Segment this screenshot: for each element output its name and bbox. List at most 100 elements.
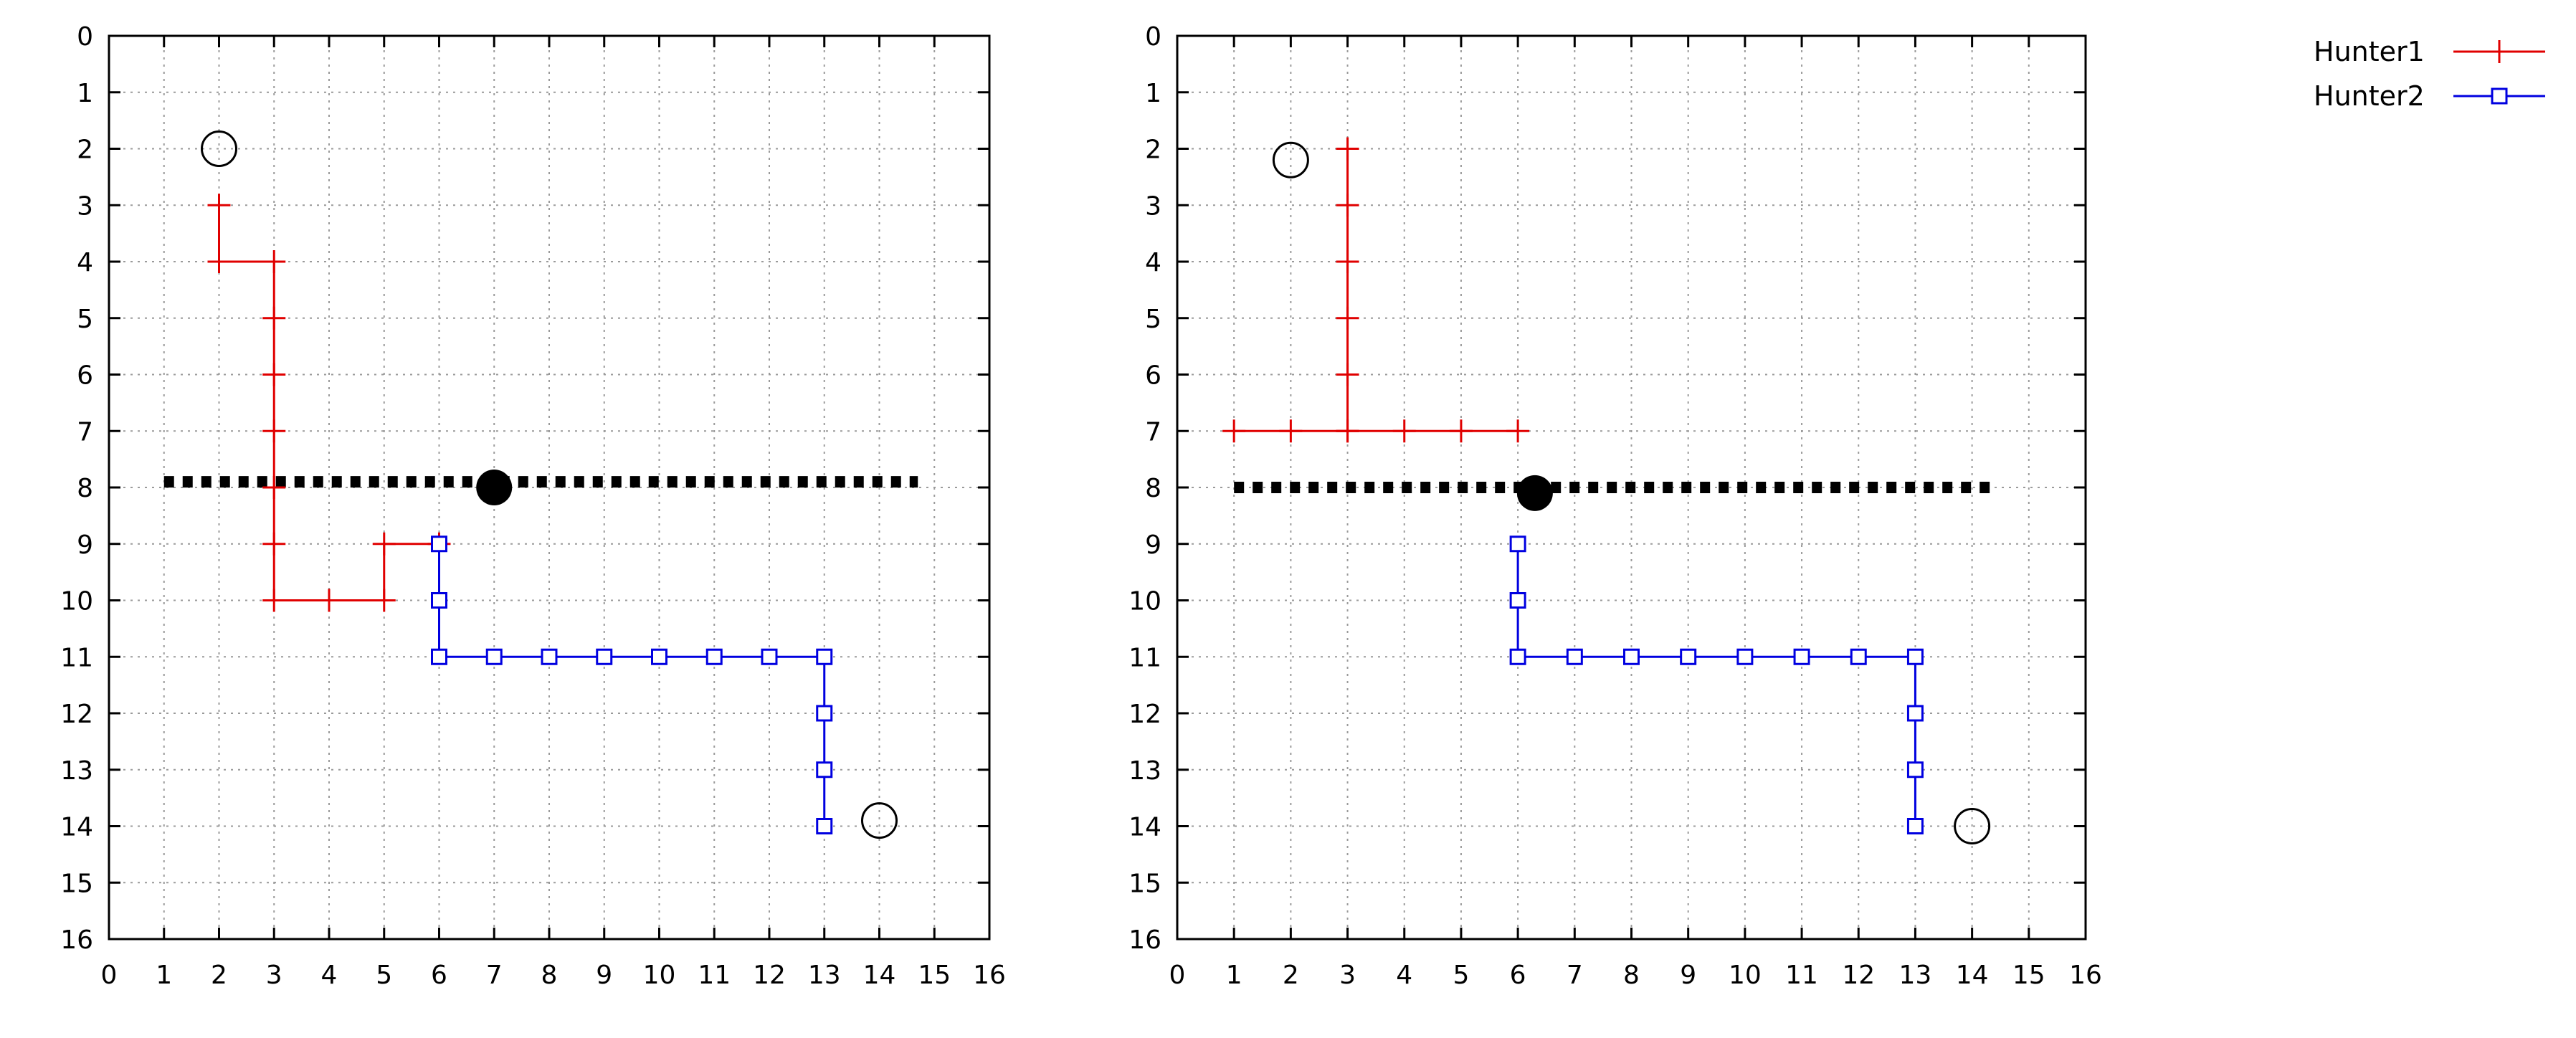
y-tick-label: 2 xyxy=(1145,135,1161,165)
start-circle xyxy=(1954,808,1991,844)
plot-right: 0 1 2 3 4 5 6 7 8 9 10 11 12 13 14 15 160123456789101112… xyxy=(1128,22,2102,990)
y-tick-label: 14 xyxy=(1128,813,1161,842)
hunter2-point xyxy=(705,648,723,665)
hunter2-point xyxy=(1906,705,1924,722)
hunter2-point xyxy=(1680,648,1697,665)
hunter1-point xyxy=(262,306,286,330)
y-tick-label: 8 xyxy=(77,474,93,503)
y-tick-label: 3 xyxy=(1145,191,1161,221)
y-tick-label: 13 xyxy=(60,756,93,786)
hunter2-point xyxy=(1566,648,1583,665)
legend-marker-hunter1 xyxy=(2488,40,2511,63)
y-tick-label: 12 xyxy=(1128,700,1161,729)
x-tick-label: 2 xyxy=(1283,961,1299,990)
hunter2-point xyxy=(761,648,778,665)
y-tick-label: 10 xyxy=(1128,587,1161,616)
x-tick-label: 3 xyxy=(266,961,282,990)
x-tick-label: 12 xyxy=(1842,961,1875,990)
x-tick-label: 4 xyxy=(321,961,338,990)
y-tick-label: 7 xyxy=(1145,417,1161,447)
x-tick-label: 11 xyxy=(698,961,731,990)
hunter2-point xyxy=(1509,535,1526,553)
x-tick-label: 10 xyxy=(643,961,676,990)
hunter1-point xyxy=(318,589,341,612)
x-tick-label: 1 xyxy=(156,961,172,990)
hunter1-point xyxy=(262,476,286,499)
hunter2-point xyxy=(1906,648,1924,665)
hunter2-point xyxy=(431,592,447,609)
y-tick-label: 11 xyxy=(1128,643,1161,672)
x-tick-label: 6 xyxy=(1510,961,1526,990)
hunter2-point xyxy=(651,648,667,665)
hunter1-point xyxy=(1336,419,1359,443)
hunter2-point xyxy=(816,818,833,834)
hunter1-point xyxy=(262,532,286,556)
hunter2-point xyxy=(1850,648,1867,665)
hunter2-point xyxy=(1736,648,1754,665)
x-tick-label: 4 xyxy=(1396,961,1412,990)
hunter1-point xyxy=(1336,363,1359,386)
legend: Hunter1 Hunter2 xyxy=(2314,36,2545,112)
y-tick-label: 5 xyxy=(1145,305,1161,334)
hunter2-point xyxy=(1906,761,1924,778)
x-tick-label: 15 xyxy=(918,961,951,990)
x-tick-label: 14 xyxy=(1956,961,1989,990)
hunter1-point xyxy=(1336,306,1359,330)
target-dot xyxy=(1516,475,1553,511)
hunter1-point xyxy=(262,363,286,386)
x-tick-label: 1 xyxy=(1226,961,1242,990)
x-tick-label: 15 xyxy=(2012,961,2045,990)
hunter1-point xyxy=(372,532,396,556)
y-tick-label: 3 xyxy=(77,191,93,221)
x-tick-label: 11 xyxy=(1785,961,1818,990)
y-tick-label: 13 xyxy=(1128,756,1161,786)
y-tick-label: 6 xyxy=(77,361,93,391)
y-tick-label: 2 xyxy=(77,135,93,165)
hunter1-point xyxy=(262,419,286,443)
x-tick-label: 3 xyxy=(1339,961,1356,990)
hunter2-point xyxy=(1509,592,1526,609)
y-tick-label: 15 xyxy=(60,869,93,898)
x-tick-label: 9 xyxy=(1680,961,1696,990)
hunter1-point xyxy=(1506,419,1530,443)
y-tick-label: 4 xyxy=(1145,248,1161,277)
y-tick-label: 16 xyxy=(1128,925,1161,955)
hunter2-point xyxy=(1906,818,1924,834)
legend-label-hunter2: Hunter2 xyxy=(2314,80,2425,112)
x-tick-label: 0 xyxy=(101,961,118,990)
hunter1-point xyxy=(1222,419,1246,443)
hunter2-point xyxy=(1623,648,1640,665)
y-tick-label: 11 xyxy=(60,643,93,672)
hunter2-point xyxy=(816,648,833,665)
x-tick-label: 5 xyxy=(376,961,392,990)
x-tick-label: 6 xyxy=(431,961,447,990)
x-tick-label: 12 xyxy=(753,961,786,990)
plot-left: 0 1 2 3 4 5 6 7 8 9 10 11 12 13 14 15 160123456789101112… xyxy=(60,22,1006,990)
x-tick-label: 10 xyxy=(1729,961,1762,990)
hunter1-point xyxy=(1336,194,1359,217)
hunter2-point xyxy=(485,648,503,665)
y-tick-label: 0 xyxy=(77,22,93,52)
legend-marker-hunter2 xyxy=(2491,87,2508,105)
hunter1-point xyxy=(262,589,286,612)
y-tick-label: 7 xyxy=(77,417,93,447)
y-tick-label: 16 xyxy=(60,925,93,955)
start-circle xyxy=(1272,141,1309,178)
y-tick-label: 10 xyxy=(60,587,93,616)
y-tick-label: 4 xyxy=(77,248,93,277)
x-tick-label: 5 xyxy=(1453,961,1469,990)
hunter1-point xyxy=(1336,137,1359,161)
x-tick-label: 13 xyxy=(1899,961,1932,990)
legend-label-hunter1: Hunter1 xyxy=(2314,36,2425,67)
start-circle xyxy=(861,802,898,839)
y-tick-label: 9 xyxy=(1145,530,1161,560)
y-tick-label: 1 xyxy=(1145,79,1161,108)
hunter1-point xyxy=(1449,419,1473,443)
x-tick-label: 16 xyxy=(973,961,1006,990)
hunter2-point xyxy=(816,761,833,778)
hunter2-point xyxy=(596,648,613,665)
y-tick-label: 15 xyxy=(1128,869,1161,898)
hunter2-point xyxy=(1509,648,1526,665)
hunter1-point xyxy=(207,194,231,217)
